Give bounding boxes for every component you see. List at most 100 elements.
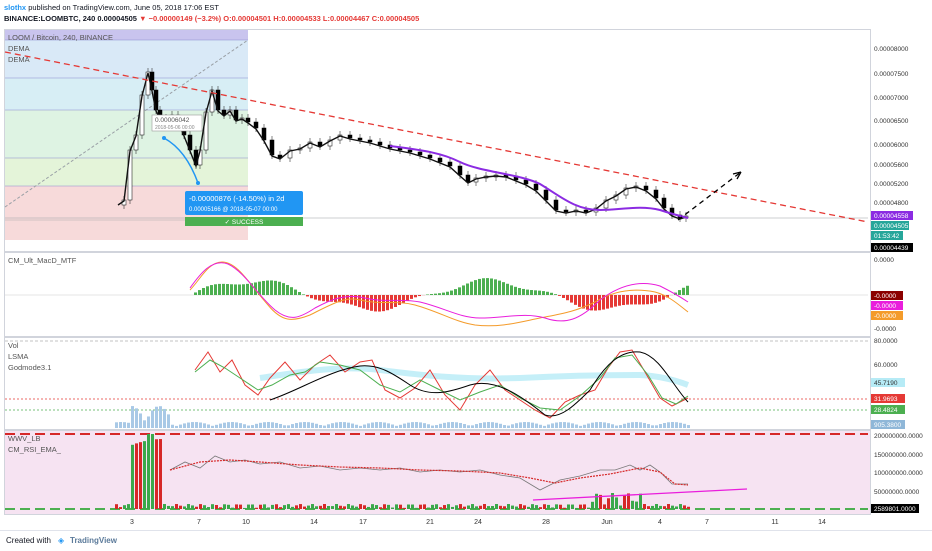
volume-bar <box>231 422 234 428</box>
candle-body <box>428 155 432 158</box>
time-axis-label: 7 <box>705 519 709 526</box>
macd-histogram-bar <box>514 287 517 295</box>
volume-bars <box>115 406 690 428</box>
volume-bar <box>191 422 194 428</box>
wwv-bar <box>651 506 654 509</box>
volume-bar <box>299 422 302 428</box>
volume-bar <box>247 426 250 428</box>
wwv-bar <box>315 506 318 509</box>
volume-bar <box>215 425 218 428</box>
wwv-bar <box>115 504 118 509</box>
wwv-bar <box>615 497 618 509</box>
wwv-bar <box>423 504 426 509</box>
volume-bar <box>479 423 482 428</box>
wwv-bar <box>483 504 486 509</box>
time-axis-label: 14 <box>310 519 318 526</box>
macd-histogram-bar <box>646 295 649 304</box>
macd-histogram-bar <box>374 295 377 311</box>
wwv-pane-title[interactable]: WWV_LB <box>8 434 41 443</box>
wwv-bar <box>143 441 146 509</box>
volume-bar <box>151 410 154 428</box>
macd-badge-value: -0.0000 <box>874 293 896 300</box>
macd-tick: 0.0000 <box>874 257 894 264</box>
macd-histogram-bar <box>598 295 601 310</box>
volume-bar <box>391 425 394 428</box>
macd-histogram-bar <box>622 295 625 305</box>
projection-arrow[interactable] <box>678 172 741 220</box>
volume-bar <box>655 425 658 428</box>
footer-brand[interactable]: TradingView <box>70 536 117 545</box>
volume-bar <box>419 422 422 428</box>
volume-bar <box>307 422 310 428</box>
macd-histogram-bar <box>262 281 265 295</box>
macd-histogram-bar <box>270 280 273 295</box>
wwv-bar <box>307 506 310 509</box>
volume-bar <box>235 422 238 428</box>
volume-bar <box>415 422 418 428</box>
time-axis-label: 3 <box>130 519 134 526</box>
macd-histogram-bar <box>286 285 289 295</box>
wwv-bar <box>239 505 242 509</box>
wwv-bar <box>655 504 658 509</box>
wwv-bar <box>543 504 546 509</box>
macd-histogram-bar <box>486 278 489 295</box>
volume-bar <box>451 422 454 428</box>
wwv-tick: 100000000.0000 <box>874 470 923 477</box>
volume-bar <box>375 422 378 428</box>
rsi-pane-title[interactable]: CM_RSI_EMA_ <box>8 445 62 454</box>
indicator-label-dema-2[interactable]: DEMA <box>8 55 30 64</box>
lsma-red-badge-value: 31.9693 <box>874 396 898 403</box>
candle-body <box>408 150 412 152</box>
volume-bar <box>295 423 298 428</box>
godmode-pane-title[interactable]: Godmode3.1 <box>8 363 51 372</box>
wwv-bar <box>443 505 446 509</box>
macd-histogram-bar <box>478 279 481 295</box>
wwv-bar <box>439 507 442 509</box>
volume-bar <box>251 425 254 428</box>
volume-bar <box>683 424 686 428</box>
volume-bar <box>635 422 638 428</box>
wwv-bar <box>587 508 590 509</box>
wwv-bar <box>207 507 210 509</box>
wwv-bar <box>643 504 646 509</box>
volume-bar <box>627 423 630 428</box>
macd-histogram-bar <box>318 295 321 301</box>
wwv-bar <box>243 508 246 509</box>
volume-bar <box>607 423 610 428</box>
macd-histogram-bar <box>326 295 329 302</box>
dema-price-value: 0.00004558 <box>874 213 909 220</box>
vol-pane-title[interactable]: Vol <box>8 341 19 350</box>
success-label: ✓ SUCCESS <box>225 219 264 226</box>
macd-histogram-bar <box>218 284 221 295</box>
macd-pane-title[interactable]: CM_Ult_MacD_MTF <box>8 256 77 265</box>
price-axis[interactable]: 0.00008000 0.00007500 0.00007000 0.00006… <box>874 46 909 207</box>
volume-bar <box>395 426 398 428</box>
wwv-bar <box>295 505 298 509</box>
lsma-pane-title[interactable]: LSMA <box>8 352 28 361</box>
volume-bar <box>455 422 458 428</box>
wwv-bar <box>451 507 454 509</box>
volume-bar <box>335 422 338 428</box>
wwv-bar <box>167 506 170 509</box>
volume-bar <box>555 423 558 428</box>
volume-bar <box>427 424 430 428</box>
wwv-bar <box>515 507 518 509</box>
macd-histogram-bar <box>542 291 545 295</box>
measure-end-dot <box>196 181 200 185</box>
wwv-bar <box>123 505 126 509</box>
candle-body <box>654 190 658 198</box>
volume-bar <box>615 426 618 428</box>
volume-bar <box>343 422 346 428</box>
wwv-bar <box>491 506 494 509</box>
macd-histogram-bar <box>230 284 233 295</box>
time-axis-label: 21 <box>426 519 434 526</box>
volume-bar <box>263 422 266 428</box>
indicator-label-dema-1[interactable]: DEMA <box>8 44 30 53</box>
wwv-bar <box>363 505 366 509</box>
volume-bar <box>279 424 282 428</box>
volume-bar <box>631 422 634 428</box>
wwv-bar <box>659 506 662 509</box>
macd-histogram-bar <box>586 295 589 310</box>
